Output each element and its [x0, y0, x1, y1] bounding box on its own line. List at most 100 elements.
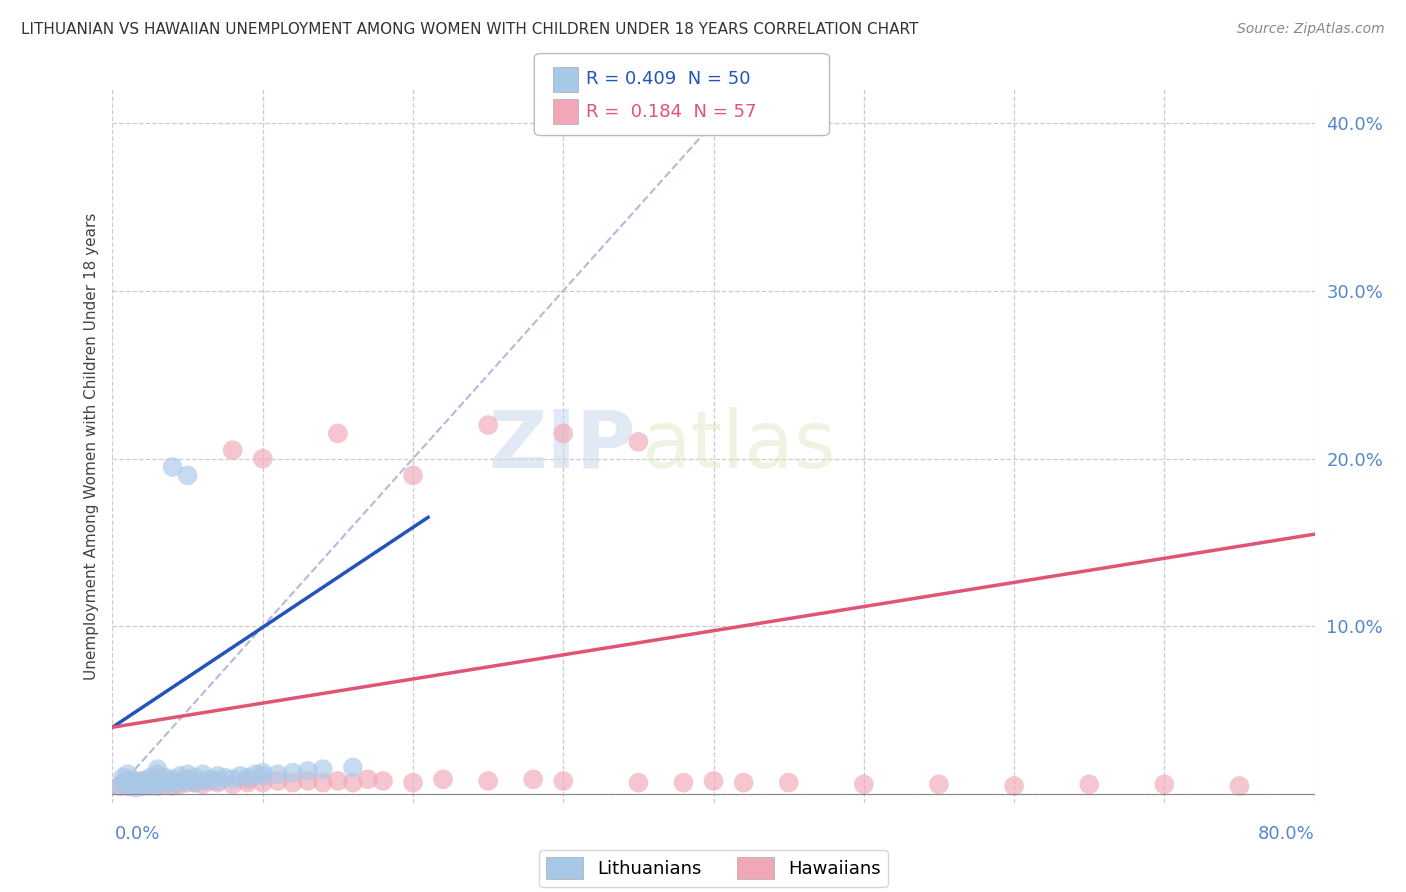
- Point: [139, 777, 162, 791]
- Point: [342, 775, 364, 789]
- Point: [312, 775, 335, 789]
- Point: [131, 774, 153, 789]
- Point: [207, 769, 229, 783]
- Point: [131, 774, 153, 789]
- Point: [267, 774, 290, 789]
- Text: 80.0%: 80.0%: [1258, 825, 1315, 843]
- Point: [135, 777, 157, 791]
- Point: [229, 769, 252, 783]
- Text: atlas: atlas: [641, 407, 835, 485]
- Y-axis label: Unemployment Among Women with Children Under 18 years: Unemployment Among Women with Children U…: [83, 212, 98, 680]
- Point: [297, 764, 319, 778]
- Point: [553, 426, 575, 441]
- Point: [477, 417, 499, 432]
- Point: [252, 775, 274, 789]
- Point: [281, 775, 304, 789]
- Point: [245, 767, 267, 781]
- Point: [162, 779, 184, 793]
- Point: [169, 769, 191, 783]
- Point: [146, 762, 169, 776]
- Point: [124, 780, 146, 795]
- Point: [402, 468, 425, 483]
- Point: [162, 460, 184, 475]
- Point: [191, 777, 214, 791]
- Point: [222, 772, 245, 787]
- Point: [184, 775, 207, 789]
- Point: [326, 426, 349, 441]
- Point: [124, 775, 146, 789]
- Point: [131, 779, 153, 793]
- Point: [236, 771, 259, 785]
- Point: [176, 775, 198, 789]
- Point: [117, 767, 139, 781]
- Point: [121, 772, 143, 787]
- Point: [402, 775, 425, 789]
- Point: [207, 774, 229, 789]
- Point: [124, 777, 146, 791]
- Point: [162, 772, 184, 787]
- Point: [153, 777, 176, 791]
- Point: [236, 772, 259, 787]
- Point: [1078, 777, 1101, 791]
- Point: [146, 767, 169, 781]
- Point: [169, 777, 191, 791]
- Text: R =  0.184  N = 57: R = 0.184 N = 57: [586, 103, 756, 120]
- Text: LITHUANIAN VS HAWAIIAN UNEMPLOYMENT AMONG WOMEN WITH CHILDREN UNDER 18 YEARS COR: LITHUANIAN VS HAWAIIAN UNEMPLOYMENT AMON…: [21, 22, 918, 37]
- Point: [108, 779, 131, 793]
- Point: [139, 771, 162, 785]
- Point: [169, 775, 191, 789]
- Point: [117, 779, 139, 793]
- Point: [146, 779, 169, 793]
- Point: [114, 775, 136, 789]
- Point: [184, 771, 207, 785]
- Point: [357, 772, 380, 787]
- Point: [522, 772, 544, 787]
- Point: [162, 777, 184, 791]
- Point: [252, 451, 274, 466]
- Point: [852, 777, 875, 791]
- Point: [139, 772, 162, 787]
- Legend: Lithuanians, Hawaiians: Lithuanians, Hawaiians: [540, 850, 887, 887]
- Point: [128, 775, 150, 789]
- Point: [297, 774, 319, 789]
- Point: [142, 775, 165, 789]
- Point: [176, 772, 198, 787]
- Point: [1153, 777, 1175, 791]
- Point: [214, 771, 236, 785]
- Point: [672, 775, 695, 789]
- Point: [553, 774, 575, 789]
- Point: [139, 779, 162, 793]
- Point: [198, 774, 221, 789]
- Point: [120, 777, 142, 791]
- Point: [733, 775, 755, 789]
- Text: R = 0.409  N = 50: R = 0.409 N = 50: [586, 70, 751, 88]
- Point: [236, 775, 259, 789]
- Point: [477, 774, 499, 789]
- Point: [1229, 779, 1251, 793]
- Point: [1002, 779, 1025, 793]
- Point: [146, 771, 169, 785]
- Point: [131, 779, 153, 793]
- Point: [146, 774, 169, 789]
- Point: [114, 777, 136, 791]
- Point: [222, 443, 245, 458]
- Point: [146, 779, 169, 793]
- Text: 0.0%: 0.0%: [115, 825, 160, 843]
- Point: [207, 775, 229, 789]
- Point: [111, 771, 134, 785]
- Point: [162, 774, 184, 789]
- Point: [627, 775, 650, 789]
- Point: [184, 775, 207, 789]
- Point: [702, 774, 725, 789]
- Point: [222, 777, 245, 791]
- Point: [176, 767, 198, 781]
- Point: [371, 774, 394, 789]
- Point: [153, 771, 176, 785]
- Point: [153, 775, 176, 789]
- Point: [191, 767, 214, 781]
- Point: [117, 774, 139, 789]
- Point: [176, 774, 198, 789]
- Point: [108, 779, 131, 793]
- Point: [928, 777, 950, 791]
- Point: [146, 775, 169, 789]
